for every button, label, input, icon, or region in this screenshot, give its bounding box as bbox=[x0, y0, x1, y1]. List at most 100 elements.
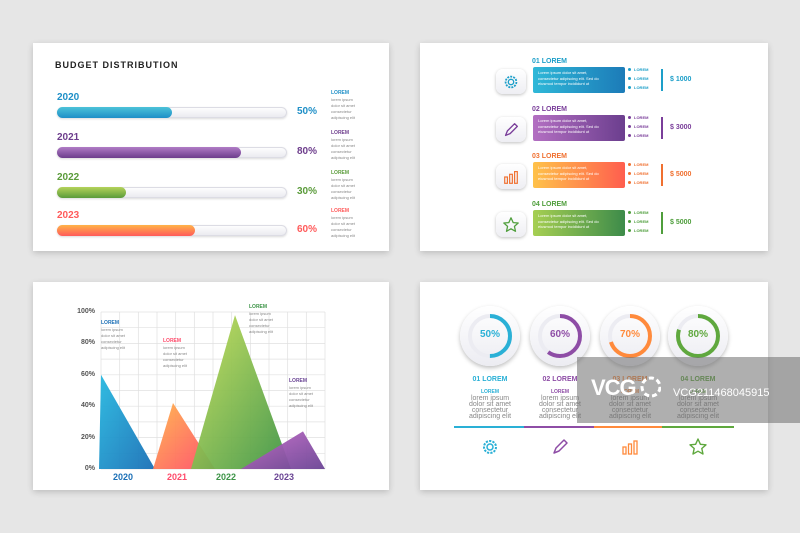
progress-underline bbox=[524, 426, 596, 428]
budget-note-line: lorem ipsum bbox=[331, 97, 353, 102]
step-bullet: LOREM bbox=[628, 115, 648, 120]
step-amount: $ 3000 bbox=[670, 124, 692, 131]
step-label: 02 LOREM bbox=[532, 106, 568, 113]
step-amount: $ 5000 bbox=[670, 219, 692, 226]
progress-icon-wrap bbox=[550, 437, 570, 462]
bullet-label: LOREM bbox=[634, 76, 649, 81]
y-tick-label: 20% bbox=[80, 433, 95, 441]
bullet-dot bbox=[628, 229, 631, 233]
bullet-label: LOREM bbox=[634, 85, 649, 90]
step-bullet: LOREM bbox=[628, 162, 648, 167]
budget-note-line: lorem ipsum bbox=[331, 177, 353, 182]
progress-sub-line: consectetur bbox=[471, 407, 509, 414]
budget-percent: 30% bbox=[297, 186, 318, 197]
budget-fill bbox=[57, 187, 126, 198]
step-bullet: LOREM bbox=[628, 180, 648, 185]
budget-track bbox=[57, 187, 287, 198]
step-bullet: LOREM bbox=[628, 219, 648, 224]
bullet-label: LOREM bbox=[634, 210, 649, 215]
step-bullet: LOREM bbox=[628, 210, 648, 215]
star-icon bbox=[689, 438, 707, 455]
watermark-id: VCG211468045915 bbox=[673, 387, 770, 399]
progress-icon-wrap bbox=[688, 437, 708, 462]
pencil-icon bbox=[553, 439, 568, 454]
budget-note-line: adipiscing elit bbox=[331, 195, 356, 200]
bullet-label: LOREM bbox=[634, 162, 649, 167]
step-band-text: Lorem ipsum dolor sit amet, bbox=[538, 165, 588, 170]
step-bullet: LOREM bbox=[628, 124, 648, 129]
chart-annotation-title: LOREM bbox=[163, 338, 182, 344]
chart-annotation-line: lorem ipsum bbox=[289, 385, 311, 390]
budget-note-line: consectetur bbox=[331, 149, 352, 154]
step-band-text: consectetur adipiscing elit. Sed do bbox=[538, 75, 599, 81]
bullet-dot bbox=[628, 211, 631, 215]
steps-card: 01 LOREM Lorem ipsum dolor sit amet, conse… bbox=[420, 43, 768, 251]
budget-note-line: dolor sit amet bbox=[331, 221, 356, 226]
step-icon-box bbox=[496, 69, 526, 94]
budget-note-title: LOREM bbox=[331, 130, 350, 136]
progress-sub-title: LOREM bbox=[480, 389, 500, 395]
step-icon-box bbox=[496, 164, 526, 189]
budget-fill bbox=[57, 225, 195, 236]
step-label: 03 LOREM bbox=[532, 153, 568, 160]
budget-note-line: dolor sit amet bbox=[331, 103, 356, 108]
bullet-dot bbox=[628, 77, 631, 81]
chart-annotation-line: adipiscing elit bbox=[163, 363, 188, 368]
watermark-logo: VCG bbox=[591, 371, 662, 409]
budget-note-line: lorem ipsum bbox=[331, 137, 353, 142]
progress-sub-line: adipiscing elit bbox=[468, 413, 512, 420]
step-label: 01 LOREM bbox=[532, 58, 568, 65]
chart-annotation-line: dolor sit amet bbox=[101, 333, 126, 338]
bullet-label: LOREM bbox=[634, 115, 649, 120]
step-amount: $ 1000 bbox=[670, 76, 692, 83]
progress-arc bbox=[538, 314, 582, 358]
chart-triangle-2023 bbox=[241, 431, 325, 469]
bullet-dot bbox=[628, 125, 631, 129]
chart-canvas bbox=[99, 311, 326, 470]
progress-label: 01 LOREM bbox=[472, 376, 508, 383]
chart-annotation-line: adipiscing elit bbox=[249, 329, 274, 334]
step-icon-box bbox=[496, 117, 526, 142]
chart-annotation-line: dolor sit amet bbox=[289, 391, 314, 396]
step-band-text: Lorem ipsum dolor sit amet, bbox=[538, 70, 588, 75]
budget-note-line: adipiscing elit bbox=[331, 115, 356, 120]
gear-icon bbox=[483, 440, 497, 454]
x-tick-label: 2020 bbox=[113, 472, 134, 482]
progress-arc bbox=[608, 314, 652, 358]
chart-annotation-line: dolor sit amet bbox=[249, 317, 274, 322]
budget-percent: 50% bbox=[297, 106, 318, 117]
bullet-dot bbox=[628, 134, 631, 138]
budget-note-line: consectetur bbox=[331, 227, 352, 232]
chart-triangle-2022 bbox=[191, 315, 291, 469]
progress-percent: 50% bbox=[479, 329, 500, 340]
step-band-text: consectetur adipiscing elit. Sed do bbox=[538, 170, 599, 176]
svg-text:VCG: VCG bbox=[591, 375, 636, 400]
bullet-label: LOREM bbox=[634, 124, 649, 129]
progress-percent: 80% bbox=[687, 329, 708, 340]
area-chart-card: 100% 80% 60% 40% 20% 0% LOREM lorem ipsum dolor… bbox=[33, 282, 389, 490]
step-label: 04 LOREM bbox=[532, 201, 568, 208]
chart-annotation-line: lorem ipsum bbox=[101, 327, 123, 332]
progress-underline bbox=[454, 426, 526, 428]
progress-ring: 70% bbox=[600, 306, 660, 366]
progress-icon-wrap bbox=[620, 437, 640, 462]
budget-note-line: consectetur bbox=[331, 109, 352, 114]
chart-annotation-line: consectetur bbox=[163, 357, 184, 362]
step-band-text: Lorem ipsum dolor sit amet, bbox=[538, 213, 588, 218]
progress-percent: 60% bbox=[549, 329, 570, 340]
progress-sub-line: lorem ipsum bbox=[540, 395, 580, 402]
bullet-dot bbox=[628, 86, 631, 90]
step-divider bbox=[661, 117, 663, 139]
progress-ring: 50% bbox=[460, 306, 520, 366]
progress-sub-line: dolor sit amet bbox=[538, 401, 582, 408]
budget-fill bbox=[57, 107, 172, 118]
budget-note-line: lorem ipsum bbox=[331, 215, 353, 220]
y-tick-label: 100% bbox=[77, 308, 95, 315]
gear-icon bbox=[504, 75, 518, 88]
bullet-label: LOREM bbox=[634, 219, 649, 224]
budget-note-line: dolor sit amet bbox=[331, 183, 356, 188]
budget-distribution-card: BUDGET DISTRIBUTION 2020 50% LOREM lorem ip… bbox=[33, 43, 389, 251]
step-band-text: eiusmod tempor incididunt ut bbox=[538, 81, 590, 86]
y-tick-label: 40% bbox=[80, 402, 95, 410]
chart-annotation-line: dolor sit amet bbox=[163, 351, 188, 356]
